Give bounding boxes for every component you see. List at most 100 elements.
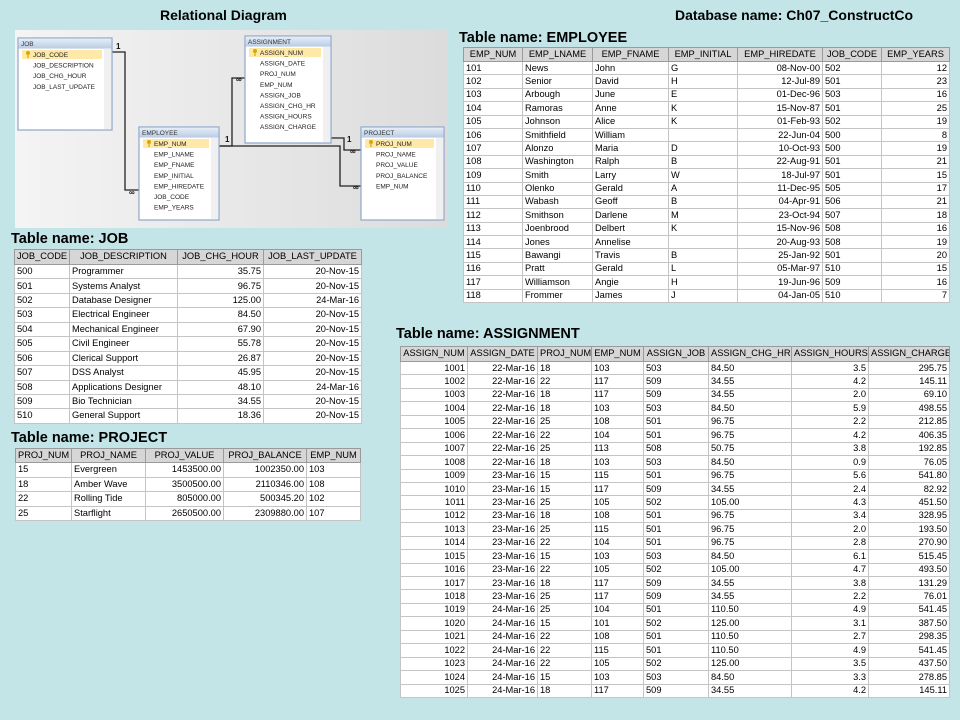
table-cell: Smith <box>522 168 593 183</box>
table-cell: 502 <box>14 292 70 309</box>
table-row: 1006 22-Mar-16 22 104 501 96.75 4.2 406.35 <box>400 428 950 443</box>
column-header: ASSIGN_HOURS <box>791 346 869 362</box>
table-cell: 515.45 <box>868 549 950 564</box>
table-cell: 20-Aug-93 <box>737 235 823 250</box>
table-cell: 212.85 <box>868 414 950 430</box>
table-row: 108 Washington Ralph B 22-Aug-91 501 21 <box>463 154 950 170</box>
table-row: 115 Bawangi Travis B 25-Jan-92 501 20 <box>463 248 950 263</box>
table-row: 22 Rolling Tide 805000.00 500345.20 102 <box>15 491 361 507</box>
table-cell: 107 <box>463 141 523 156</box>
table-cell: Database Designer <box>69 292 178 309</box>
table-cell: 1001 <box>400 360 468 376</box>
table-row: 15 Evergreen 1453500.00 1002350.00 103 <box>15 462 361 478</box>
header-row: PROJ_NUM PROJ_NAME PROJ_VALUE PROJ_BALANCE E… <box>15 448 361 463</box>
table-cell: H <box>668 74 738 89</box>
table-cell: 76.05 <box>868 455 950 470</box>
table-cell: Systems Analyst <box>69 278 178 294</box>
table-cell: K <box>668 101 738 116</box>
table-cell: 298.35 <box>868 629 950 645</box>
table-cell: 501 <box>643 468 709 483</box>
column-header: EMP_NUM <box>463 47 523 62</box>
table-cell: 26.87 <box>177 350 264 367</box>
table-cell: 501 <box>643 414 709 430</box>
table-cell: 20-Nov-15 <box>263 393 362 410</box>
table-cell: 96.75 <box>708 414 792 430</box>
table-cell: 12 <box>881 60 950 76</box>
table-cell: 510 <box>14 408 70 424</box>
cardinality-symbol: ∞ <box>353 183 359 192</box>
table-cell: Maria <box>592 141 669 156</box>
table-row: 1025 24-Mar-16 18 117 509 34.55 4.2 145.11 <box>400 683 950 698</box>
table-cell: 22 <box>537 656 592 672</box>
table-cell: B <box>668 194 738 210</box>
table-cell: 4.9 <box>791 602 869 618</box>
table-cell: 103 <box>591 455 644 470</box>
table-cell: 22-Mar-16 <box>467 387 538 403</box>
table-cell: 96.75 <box>708 522 792 537</box>
table-cell: 502 <box>643 616 709 631</box>
table-cell: Alonzo <box>522 141 593 156</box>
entity-name: JOB <box>21 41 34 48</box>
table-cell: 25 <box>537 589 592 604</box>
data-table: PROJ_NUM PROJ_NAME PROJ_VALUE PROJ_BALANCE E… <box>15 448 361 521</box>
entity-field: EMP_NUM <box>260 82 293 89</box>
table-cell: 24-Mar-16 <box>467 643 538 658</box>
table-cell: 498.55 <box>868 401 950 416</box>
table-cell: 501 <box>643 602 709 618</box>
table-cell: M <box>668 208 738 223</box>
table-cell: 509 <box>643 589 709 604</box>
table-cell: K <box>668 221 738 237</box>
table-cell: G <box>668 60 738 76</box>
table-cell: 16 <box>881 275 950 290</box>
table-cell: 501 <box>14 278 70 294</box>
table-cell: 104 <box>591 602 644 618</box>
table-row: 1008 22-Mar-16 18 103 503 84.50 0.9 76.05 <box>400 455 950 470</box>
column-header: EMP_NUM <box>306 448 361 463</box>
column-header: JOB_CODE <box>14 249 70 265</box>
table-row: 1009 23-Mar-16 15 115 501 96.75 5.6 541.80 <box>400 468 950 483</box>
column-header: ASSIGN_CHARGE <box>868 346 950 362</box>
table-cell: 21 <box>881 154 950 170</box>
table-cell: 24-Mar-16 <box>467 656 538 672</box>
table-cell: Mechanical Engineer <box>69 321 178 338</box>
table-cell: 23-Mar-16 <box>467 589 538 604</box>
table-cell: 112 <box>463 208 523 223</box>
table-cell: 22-Mar-16 <box>467 360 538 376</box>
table-cell: 05-Mar-97 <box>737 261 823 277</box>
table-cell: Joenbrood <box>522 221 593 237</box>
entity-field: EMP_YEARS <box>154 205 194 212</box>
table-cell: 10-Oct-93 <box>737 141 823 156</box>
table-cell: 503 <box>643 455 709 470</box>
table-cell: Jones <box>522 235 593 250</box>
table-row: 113 Joenbrood Delbert K 15-Nov-96 508 16 <box>463 221 950 237</box>
table-cell: 4.7 <box>791 562 869 578</box>
table-cell: 96.75 <box>708 535 792 551</box>
table-cell: 3.5 <box>791 360 869 376</box>
column-header: PROJ_NUM <box>15 448 72 463</box>
table-cell: Wabash <box>522 194 593 210</box>
entity-field: ASSIGN_HOURS <box>260 114 312 121</box>
table-cell: 117 <box>463 275 523 290</box>
entity-field: JOB_CODE <box>33 52 69 59</box>
table-cell: 25 <box>15 505 72 521</box>
table-cell: 501 <box>643 428 709 443</box>
table-cell: 19 <box>881 141 950 156</box>
table-cell: 45.95 <box>177 365 264 381</box>
table-cell: 103 <box>591 670 644 685</box>
database-name: Database name: Ch07_ConstructCo <box>675 7 914 23</box>
table-cell: 17 <box>881 181 950 196</box>
relationship-line <box>112 51 139 191</box>
table-cell: 406.35 <box>868 428 950 443</box>
table-row: 1018 23-Mar-16 25 117 509 34.55 2.2 76.01 <box>400 589 950 604</box>
key-icon <box>253 49 257 53</box>
table-cell: 110 <box>463 181 523 196</box>
table-row: 105 Johnson Alice K 01-Feb-93 502 19 <box>463 114 950 129</box>
table-cell: 19 <box>881 235 950 250</box>
table-cell: 84.50 <box>708 455 792 470</box>
table-row: 106 Smithfield William 22-Jun-04 500 8 <box>463 127 950 143</box>
table-cell: 1006 <box>400 428 468 443</box>
table-cell: 108 <box>591 414 644 430</box>
table-cell: 3.8 <box>791 575 869 591</box>
diagram-title: Relational Diagram <box>160 7 287 23</box>
